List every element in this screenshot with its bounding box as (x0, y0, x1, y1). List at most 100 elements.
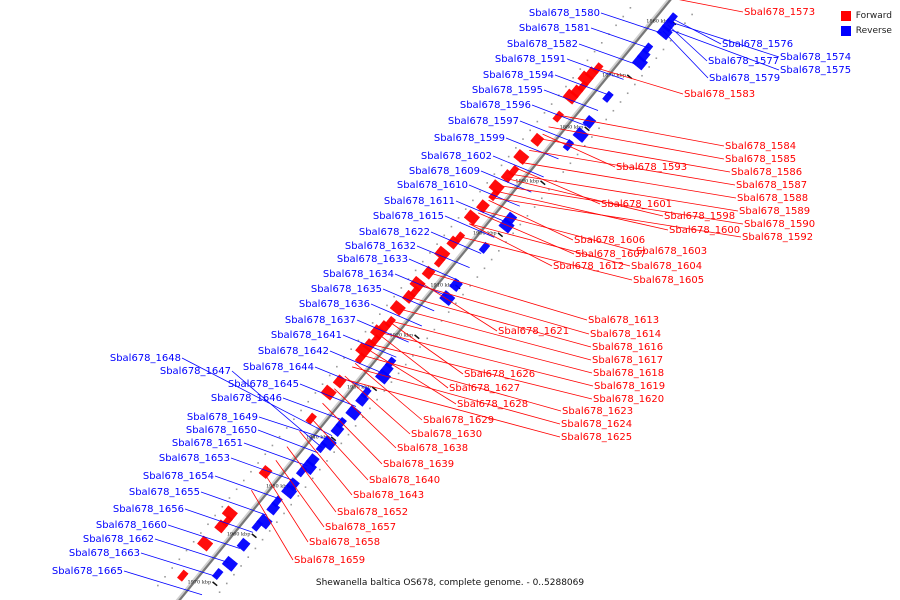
reverse-gene-label-connector (200, 491, 268, 516)
forward-gene-label-connector (458, 236, 633, 281)
forward-gene-label: Sbal678_1590 (744, 219, 815, 230)
reverse-gene-label-connector (181, 357, 333, 437)
ruler-dot (579, 68, 582, 70)
forward-gene-label-connector (361, 354, 562, 412)
ruler-dot (283, 512, 285, 515)
tick-label: 1880 kbp (560, 125, 584, 131)
reverse-gene-label: Sbal678_1597 (448, 116, 519, 127)
reverse-gene-label-connector (672, 18, 722, 45)
reverse-gene-label: Sbal678_1595 (472, 85, 543, 96)
forward-gene-label-connector (529, 150, 736, 186)
forward-gene-label-connector (679, 0, 744, 13)
reverse-gene-arrow (631, 54, 649, 71)
forward-gene-label: Sbal678_1601 (601, 199, 672, 210)
forward-gene-label-connector (299, 431, 353, 496)
ruler-dot (319, 468, 321, 471)
forward-gene-label-connector (388, 321, 464, 375)
ruler-dot (407, 278, 410, 280)
ruler-dot (669, 39, 672, 42)
ruler-dot (257, 462, 259, 464)
reverse-gene-arrow (256, 513, 273, 530)
forward-gene-label: Sbal678_1628 (457, 399, 528, 410)
ruler-dot (540, 197, 543, 200)
ruler-dot (393, 295, 395, 298)
reverse-gene-label-connector (299, 383, 357, 407)
ruler-dot (397, 372, 400, 375)
reverse-gene-label: Sbal678_1648 (110, 353, 181, 364)
forward-gene-label: Sbal678_1603 (636, 246, 707, 257)
forward-gene-label: Sbal678_1618 (593, 368, 664, 379)
genome-caption: Shewanella baltica OS678, complete genom… (315, 578, 585, 588)
forward-gene-arrow (530, 132, 545, 147)
reverse-gene-arrow (295, 465, 308, 478)
ruler-dot (586, 59, 589, 62)
ruler-dot (515, 147, 517, 149)
forward-gene-label: Sbal678_1589 (739, 206, 810, 217)
forward-gene-label-connector (420, 282, 498, 332)
forward-gene-label: Sbal678_1606 (574, 235, 645, 246)
tick-label: 1860 kbp (646, 19, 670, 25)
ruler-dot (612, 109, 615, 112)
ruler-dot (326, 460, 328, 462)
ruler-dot (619, 101, 622, 103)
ruler-dot (200, 532, 202, 534)
forward-gene-label: Sbal678_1588 (737, 193, 808, 204)
ruler-dot (250, 470, 252, 473)
ruler-dot (278, 435, 281, 438)
ruler-dot (598, 127, 600, 130)
forward-gene-label-connector (251, 489, 294, 561)
ruler-dot (347, 433, 350, 436)
reverse-gene-label-connector (416, 245, 470, 268)
forward-gene-label-connector (519, 161, 737, 199)
reverse-gene-arrow (602, 90, 614, 103)
forward-gene-label-connector (596, 67, 684, 95)
forward-gene-arrow (355, 342, 372, 359)
reverse-gene-label-connector (590, 27, 650, 49)
tick-label: 1890 kbp (515, 179, 539, 185)
ruler-dot (572, 77, 574, 79)
forward-gene-label-connector (548, 126, 725, 160)
ruler-dot (300, 409, 302, 412)
reverse-gene-label-connector (667, 24, 708, 62)
reverse-gene-label: Sbal678_1637 (285, 315, 356, 326)
forward-gene-label: Sbal678_1629 (423, 415, 494, 426)
reverse-gene-label-connector (480, 170, 532, 193)
ruler-dot (565, 85, 567, 88)
ruler-dot (268, 530, 271, 532)
forward-gene-label-connector (495, 190, 669, 231)
ruler-dot (218, 591, 221, 593)
ruler-dot (533, 206, 536, 208)
forward-gene-label: Sbal678_1643 (353, 490, 424, 501)
reverse-gene-label-connector (662, 30, 709, 79)
ruler-dot (242, 479, 245, 482)
forward-gene-label-connector (538, 138, 731, 173)
ruler-dot (591, 136, 593, 138)
forward-gene-label: Sbal678_1598 (664, 211, 735, 222)
reverse-gene-label-connector (492, 155, 544, 178)
ruler-dot (493, 173, 496, 175)
reverse-gene-label: Sbal678_1579 (709, 73, 780, 84)
reverse-gene-label-connector (140, 552, 217, 578)
forward-gene-label-connector (322, 402, 383, 465)
forward-gene-label: Sbal678_1587 (736, 180, 807, 191)
forward-gene-label-connector (429, 272, 588, 321)
ruler-dot (321, 383, 324, 386)
forward-gene-label-connector (480, 209, 636, 252)
forward-gene-label-connector (469, 223, 553, 267)
ruler-dot (214, 514, 216, 517)
ruler-dot (662, 48, 665, 51)
ruler-dot (225, 582, 228, 585)
ruler-dot (684, 22, 686, 25)
reverse-gene-arrow (572, 126, 589, 143)
reverse-gene-label-connector (167, 524, 241, 549)
ruler-dot (247, 556, 250, 558)
reverse-gene-label: Sbal678_1574 (780, 52, 851, 63)
ruler-dot (285, 427, 288, 429)
tick-mark (330, 436, 337, 442)
reverse-gene-label-connector (314, 366, 371, 390)
ruler-dot (340, 442, 343, 445)
ruler-dot (543, 112, 546, 114)
reverse-swatch (840, 25, 851, 36)
reverse-gene-label: Sbal678_1641 (271, 330, 342, 341)
ruler-dot (192, 540, 195, 543)
